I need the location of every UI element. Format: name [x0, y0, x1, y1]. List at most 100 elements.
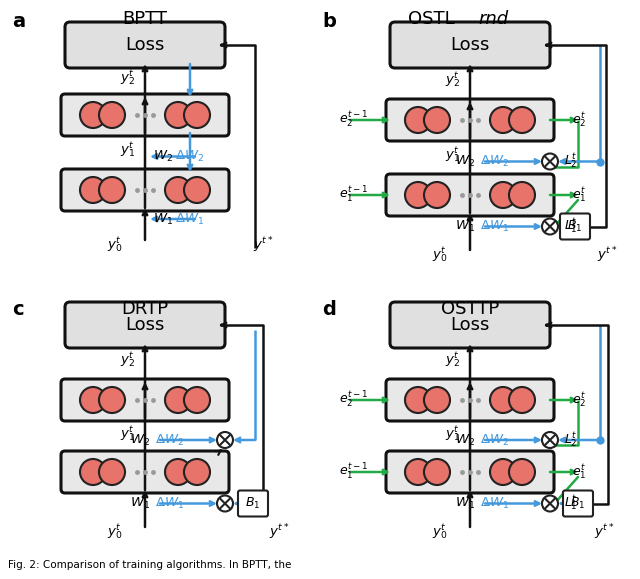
Text: $W_2$: $W_2$	[130, 433, 150, 448]
Text: $y_0^t$: $y_0^t$	[432, 245, 448, 265]
Text: $y^{t*}$: $y^{t*}$	[269, 522, 289, 542]
Text: $W_2$: $W_2$	[153, 149, 173, 164]
Text: $e_2^t$: $e_2^t$	[572, 390, 586, 409]
FancyBboxPatch shape	[390, 22, 550, 68]
Text: OSTTP: OSTTP	[441, 300, 499, 318]
Text: Loss: Loss	[125, 316, 164, 334]
FancyBboxPatch shape	[386, 451, 554, 493]
Text: $\Delta W_1$: $\Delta W_1$	[175, 211, 204, 226]
Text: $L_1^t$: $L_1^t$	[564, 494, 578, 513]
Circle shape	[80, 102, 106, 128]
Text: $W_2$: $W_2$	[455, 433, 475, 448]
Circle shape	[99, 387, 125, 413]
Text: $y_0^t$: $y_0^t$	[432, 522, 448, 541]
Circle shape	[184, 459, 210, 485]
Text: $y_0^t$: $y_0^t$	[108, 522, 123, 541]
FancyBboxPatch shape	[386, 379, 554, 421]
Text: $\mathbf{d}$: $\mathbf{d}$	[322, 300, 336, 319]
Text: $B_1$: $B_1$	[567, 219, 582, 234]
Text: $\Delta W_1$: $\Delta W_1$	[480, 219, 509, 234]
Circle shape	[405, 459, 431, 485]
Text: $y^{t*}$: $y^{t*}$	[594, 522, 614, 542]
Text: $L_2^t$: $L_2^t$	[564, 430, 577, 449]
Text: $\mathbf{c}$: $\mathbf{c}$	[12, 300, 24, 319]
Circle shape	[542, 218, 558, 234]
FancyBboxPatch shape	[390, 302, 550, 348]
Text: Loss: Loss	[125, 36, 164, 54]
Text: $L_2^t$: $L_2^t$	[564, 152, 577, 171]
Circle shape	[165, 459, 191, 485]
Text: $y_1^t$: $y_1^t$	[445, 146, 460, 165]
Circle shape	[424, 107, 450, 133]
FancyBboxPatch shape	[65, 22, 225, 68]
Text: $W_2$: $W_2$	[455, 154, 475, 169]
Text: BPTT: BPTT	[122, 10, 168, 28]
Text: $L_1^t$: $L_1^t$	[564, 217, 578, 236]
Text: $y_1^t$: $y_1^t$	[120, 141, 135, 160]
Text: Loss: Loss	[451, 36, 490, 54]
Circle shape	[80, 177, 106, 203]
Text: DRTP: DRTP	[122, 300, 168, 318]
Text: $y_2^t$: $y_2^t$	[445, 351, 460, 370]
Text: $W_1$: $W_1$	[455, 496, 475, 511]
Circle shape	[405, 107, 431, 133]
Circle shape	[99, 102, 125, 128]
FancyBboxPatch shape	[61, 379, 229, 421]
Circle shape	[165, 177, 191, 203]
Circle shape	[542, 153, 558, 170]
Circle shape	[405, 182, 431, 208]
Text: $y_1^t$: $y_1^t$	[445, 424, 460, 444]
Circle shape	[509, 459, 535, 485]
Circle shape	[509, 182, 535, 208]
Text: $\Delta W_2$: $\Delta W_2$	[175, 149, 204, 164]
Circle shape	[490, 459, 516, 485]
Text: $y_0^t$: $y_0^t$	[108, 236, 123, 255]
Circle shape	[165, 102, 191, 128]
Circle shape	[490, 387, 516, 413]
Text: $\Delta W_1$: $\Delta W_1$	[155, 496, 184, 511]
Circle shape	[217, 496, 233, 511]
Text: $B_1$: $B_1$	[245, 496, 260, 511]
Circle shape	[509, 107, 535, 133]
Text: $\Delta W_2$: $\Delta W_2$	[480, 433, 509, 448]
Circle shape	[184, 102, 210, 128]
Text: OSTL: OSTL	[408, 10, 460, 28]
Circle shape	[184, 387, 210, 413]
FancyBboxPatch shape	[61, 94, 229, 136]
FancyBboxPatch shape	[61, 169, 229, 211]
Text: $y_2^t$: $y_2^t$	[445, 71, 460, 90]
Text: $e_2^{t-1}$: $e_2^{t-1}$	[339, 110, 368, 130]
Text: $\mathbf{a}$: $\mathbf{a}$	[12, 12, 26, 31]
Text: $e_1^t$: $e_1^t$	[572, 463, 586, 482]
Circle shape	[424, 387, 450, 413]
FancyBboxPatch shape	[61, 451, 229, 493]
Circle shape	[80, 387, 106, 413]
Circle shape	[542, 496, 558, 511]
FancyBboxPatch shape	[238, 490, 268, 516]
Text: $e_2^t$: $e_2^t$	[572, 111, 586, 130]
Circle shape	[424, 459, 450, 485]
Circle shape	[405, 387, 431, 413]
Circle shape	[542, 432, 558, 448]
Text: $\Delta W_2$: $\Delta W_2$	[480, 154, 509, 169]
FancyBboxPatch shape	[65, 302, 225, 348]
Circle shape	[184, 177, 210, 203]
Text: $e_2^{t-1}$: $e_2^{t-1}$	[339, 390, 368, 410]
Text: Loss: Loss	[451, 316, 490, 334]
Text: $y_2^t$: $y_2^t$	[120, 351, 135, 370]
Text: $W_1$: $W_1$	[153, 211, 173, 226]
Text: $e_1^{t-1}$: $e_1^{t-1}$	[339, 185, 368, 205]
FancyBboxPatch shape	[386, 174, 554, 216]
Circle shape	[99, 177, 125, 203]
Text: $\Delta W_1$: $\Delta W_1$	[480, 496, 509, 511]
Circle shape	[165, 387, 191, 413]
Text: $B_1$: $B_1$	[570, 496, 586, 511]
Circle shape	[424, 182, 450, 208]
Circle shape	[80, 459, 106, 485]
Text: $e_1^t$: $e_1^t$	[572, 185, 586, 204]
Text: $y_1^t$: $y_1^t$	[120, 424, 135, 444]
Circle shape	[509, 387, 535, 413]
FancyBboxPatch shape	[560, 214, 590, 240]
Text: $W_1$: $W_1$	[455, 219, 475, 234]
Text: $y_2^t$: $y_2^t$	[120, 68, 135, 87]
